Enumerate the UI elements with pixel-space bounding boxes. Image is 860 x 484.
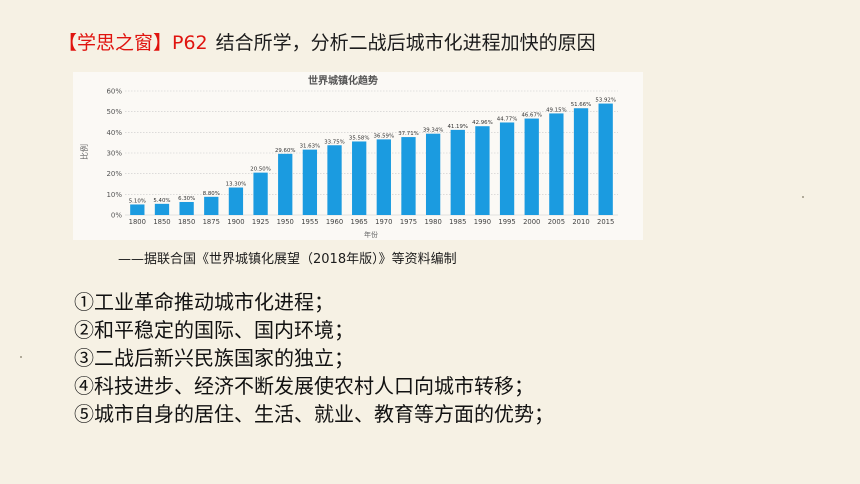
bar [302, 149, 318, 215]
x-tick-label: 1875 [203, 218, 220, 226]
reason-item: ②和平稳定的国际、国内环境； [74, 318, 354, 342]
x-tick-label: 1990 [474, 218, 491, 226]
reasons-list: ①工业革命推动城市化进程； ②和平稳定的国际、国内环境； ③二战后新兴民族国家的… [74, 288, 554, 428]
data-label: 46.67% [521, 113, 542, 119]
data-label: 37.71% [398, 131, 419, 137]
bar [352, 141, 367, 215]
x-tick-label: 1955 [301, 218, 318, 226]
x-tick-label: 1960 [326, 218, 343, 226]
data-label: 51.66% [571, 102, 592, 108]
data-label: 33.75% [324, 139, 345, 145]
slide-heading: 【学思之窗】P62 结合所学，分析二战后城市化进程加快的原因 [58, 28, 596, 55]
x-tick-label: 2005 [548, 218, 565, 226]
y-tick-label: 50% [106, 108, 122, 116]
y-axis-label: 比例 [79, 144, 89, 160]
data-label: 29.60% [275, 148, 296, 154]
x-tick-label: 1950 [277, 218, 294, 226]
data-label: 49.15% [546, 107, 567, 113]
x-tick-label: 2010 [572, 218, 589, 226]
data-label: 8.80% [203, 191, 220, 197]
data-label: 6.30% [178, 196, 195, 202]
y-tick-label: 0% [111, 212, 122, 220]
x-tick-label: 1980 [424, 218, 441, 226]
y-tick-label: 60% [106, 88, 122, 96]
bar [130, 204, 145, 215]
bar [278, 153, 293, 215]
x-tick-label: 1850 [178, 218, 195, 226]
bar [573, 108, 589, 215]
bar [524, 118, 539, 215]
data-label: 42.96% [472, 120, 493, 126]
urbanization-bar-chart: 世界城镇化趋势 比例 年份 0% 10% 20% 30% 40% 50% 60% 5.10% 1… [79, 74, 618, 239]
bar [204, 196, 219, 215]
x-tick-label: 1850 [153, 218, 170, 226]
data-label: 53.92% [595, 98, 616, 104]
bar [598, 103, 613, 215]
bar [179, 201, 194, 215]
reason-item: ③二战后新兴民族国家的独立； [74, 346, 354, 370]
x-tick-label: 1970 [375, 218, 392, 226]
x-axis-label: 年份 [364, 230, 378, 239]
reason-item: ④科技进步、经济不断发展使农村人口向城市转移； [74, 374, 534, 398]
heading-task: 结合所学，分析二战后城市化进程加快的原因 [215, 32, 596, 54]
reason-item: ①工业革命推动城市化进程； [74, 290, 334, 314]
bar [154, 203, 170, 215]
heading-tag: 【学思之窗】 [58, 32, 173, 54]
bar [376, 139, 391, 215]
bar [549, 113, 564, 215]
y-tick-label: 10% [106, 191, 122, 199]
bar [401, 137, 416, 215]
data-label: 5.10% [129, 198, 146, 204]
bar [253, 172, 268, 215]
x-tick-label: 1800 [129, 218, 146, 226]
y-tick-label: 30% [106, 150, 122, 158]
data-label: 39.34% [423, 128, 444, 134]
bar [450, 129, 465, 215]
data-label: 31.63% [300, 144, 321, 150]
reason-item: ⑤城市自身的居住、生活、就业、教育等方面的优势； [74, 402, 554, 426]
chart-panel: 世界城镇化趋势 比例 年份 0% 10% 20% 30% 40% 50% 60% 5.10% 1… [73, 72, 643, 240]
background-speck [20, 356, 22, 358]
x-tick-label: 1975 [400, 218, 417, 226]
bar [499, 122, 515, 215]
data-label: 41.19% [447, 124, 468, 130]
x-tick-label: 1965 [351, 218, 368, 226]
bar [425, 133, 441, 215]
heading-page-ref: P62 [172, 32, 208, 54]
y-tick-label: 40% [106, 129, 122, 137]
bar [475, 126, 490, 215]
bar [327, 145, 342, 215]
x-tick-label: 1995 [498, 218, 515, 226]
y-tick-label: 20% [106, 170, 122, 178]
chart-title: 世界城镇化趋势 [308, 74, 378, 87]
x-tick-label: 1925 [252, 218, 269, 226]
data-label: 36.59% [374, 133, 395, 139]
data-label: 20.50% [250, 167, 271, 173]
data-label: 35.58% [349, 135, 370, 141]
data-label: 13.30% [226, 182, 247, 188]
data-label: 5.40% [153, 198, 170, 204]
source-note: ——据联合国《世界城镇化展望（2018年版）》等资料编制 [118, 252, 457, 267]
x-tick-label: 2015 [597, 218, 614, 226]
x-tick-label: 1985 [449, 218, 466, 226]
x-tick-label: 1900 [227, 218, 244, 226]
x-tick-label: 2000 [523, 218, 540, 226]
data-label: 44.77% [497, 116, 518, 122]
bar [228, 187, 244, 215]
background-speck [802, 196, 804, 198]
